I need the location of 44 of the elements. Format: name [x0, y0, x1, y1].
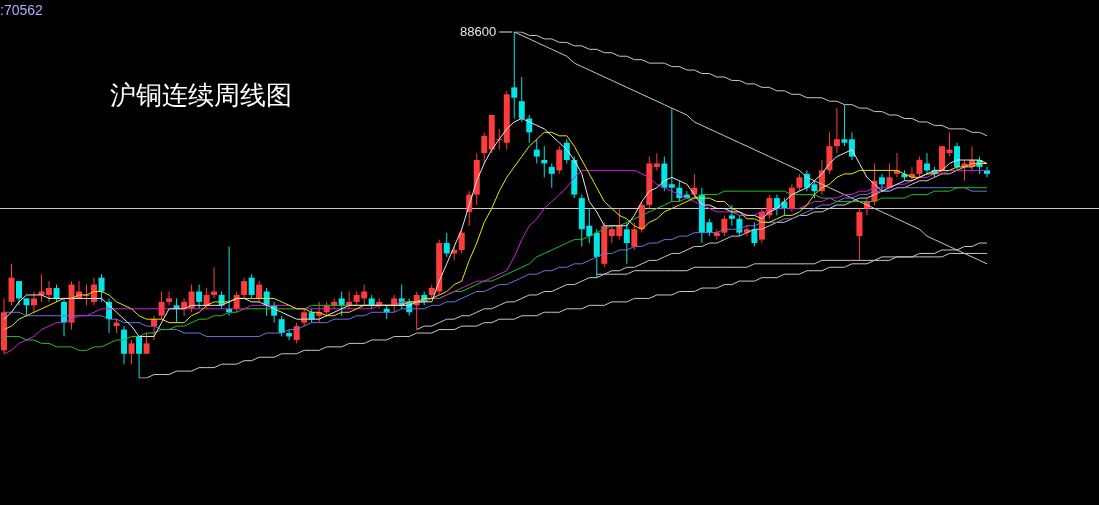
candlestick — [241, 277, 248, 299]
candlestick — [143, 332, 150, 355]
candlestick — [886, 162, 893, 189]
candlestick — [518, 76, 525, 123]
candlestick — [916, 156, 923, 178]
candlestick — [841, 104, 848, 147]
candlestick — [984, 166, 990, 178]
candlestick — [31, 291, 38, 313]
candlestick — [848, 131, 855, 161]
candlestick — [721, 214, 728, 237]
candlestick — [623, 221, 630, 265]
text: :70562 — [0, 2, 43, 18]
candlestick — [728, 204, 735, 227]
candlestick — [923, 152, 930, 175]
candlestick — [196, 284, 203, 310]
candlestick — [631, 221, 638, 251]
candlestick — [158, 291, 165, 320]
candlestick — [556, 145, 563, 175]
candlestick — [736, 214, 743, 237]
annotation: 88600 — [460, 23, 497, 39]
candlestick — [511, 31, 518, 119]
candlestick — [61, 297, 68, 337]
candlestick — [668, 107, 675, 203]
candlestick — [443, 232, 450, 258]
candlestick — [953, 142, 960, 171]
candlestick — [278, 315, 285, 337]
text: 沪铜连续周线图 — [110, 79, 292, 112]
candlestick — [203, 287, 210, 310]
candlestick — [16, 280, 23, 306]
candlestick — [338, 291, 345, 317]
candlestick — [136, 335, 143, 379]
candlestick — [98, 273, 105, 303]
candlestick — [458, 228, 465, 254]
candlestick — [481, 131, 488, 164]
candlestick — [751, 221, 758, 248]
candlestick — [128, 339, 135, 365]
candlestick — [166, 291, 173, 306]
candlestick — [878, 173, 885, 192]
candlestick — [833, 107, 840, 154]
candlestick — [248, 273, 255, 299]
candlestick — [533, 138, 540, 164]
candlestick — [548, 162, 555, 189]
candlestick — [293, 322, 300, 344]
candlestick — [256, 280, 263, 303]
